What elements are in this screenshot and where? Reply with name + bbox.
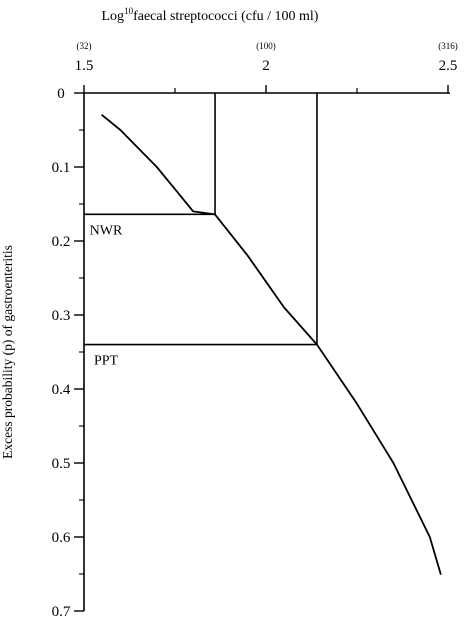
x-tick-label: 2.5 [439, 58, 458, 74]
x-tick-sublabel: (100) [256, 41, 276, 51]
y-tick-label: 0 [57, 86, 65, 102]
x-axis-title-sup: 10 [124, 6, 134, 16]
ref-line-label: NWR [90, 223, 123, 238]
x-tick-label: 1.5 [75, 58, 94, 74]
ref-line-label: PPT [94, 354, 119, 369]
series-line [101, 114, 442, 575]
y-axis-title: Excess probability (p) of gastroenteriti… [0, 245, 15, 459]
x-tick-sublabel: (316) [438, 41, 458, 51]
y-tick-label: 0.5 [52, 456, 71, 472]
y-tick-label: 0.4 [52, 382, 71, 398]
x-tick-label: 2 [262, 58, 270, 74]
y-tick-label: 0.3 [52, 308, 71, 324]
y-tick-label: 0.2 [52, 234, 71, 250]
x-axis-title: Log10faecal streptococci (cfu / 100 ml) [102, 6, 319, 24]
reference-lines: NWR PPT [84, 93, 318, 369]
x-axis-title-main: Log [102, 9, 125, 24]
x-ticks: 1.5 (32) 2 (100) 2.5 (316) [75, 41, 458, 93]
y-ticks: 0 0.1 0.2 0.3 0.4 0.5 0.6 0.7 [52, 86, 84, 620]
y-tick-label: 0.6 [52, 530, 71, 546]
y-tick-label: 0.1 [52, 160, 71, 176]
y-tick-label: 0.7 [52, 604, 71, 620]
x-tick-sublabel: (32) [77, 41, 92, 51]
x-axis-title-rest: faecal streptococci (cfu / 100 ml) [133, 9, 319, 24]
